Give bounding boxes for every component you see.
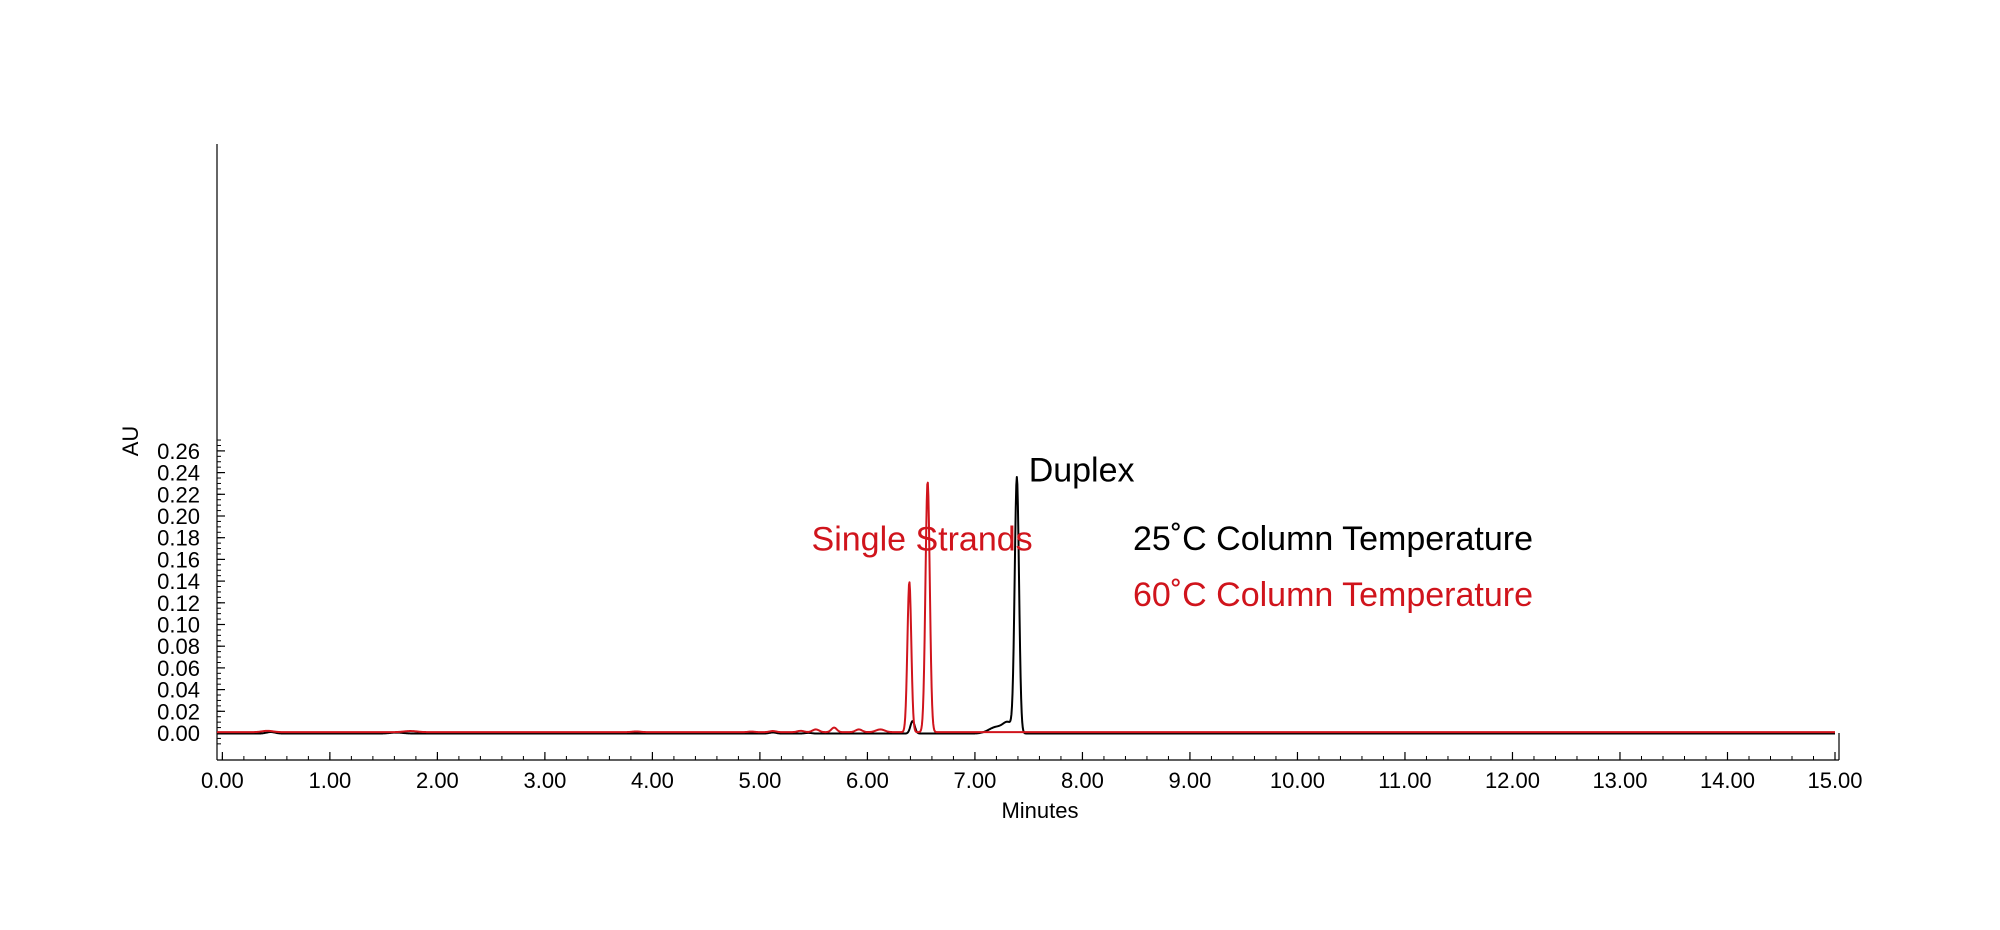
annotations-group: Duplex Single Strands [812, 451, 1135, 558]
y-tick-label: 0.18 [157, 526, 200, 551]
y-tick-label: 0.22 [157, 482, 200, 507]
series-group [216, 475, 1836, 735]
x-tick-label: 7.00 [954, 768, 997, 793]
axes-group: 0.000.020.040.060.080.100.120.140.160.18… [118, 144, 1863, 823]
x-tick-label: 11.00 [1378, 768, 1431, 793]
x-tick-label: 9.00 [1169, 768, 1212, 793]
y-tick-label: 0.06 [157, 656, 200, 681]
x-tick-label: 12.00 [1485, 768, 1540, 793]
series-25c-trace [216, 475, 1836, 735]
x-tick-label: 13.00 [1592, 768, 1647, 793]
legend-entry-60c: 60˚C Column Temperature [1133, 576, 1533, 614]
x-tick-label: 2.00 [416, 768, 459, 793]
x-tick-label: 15.00 [1807, 768, 1862, 793]
x-tick-label: 5.00 [739, 768, 782, 793]
x-tick-label: 8.00 [1061, 768, 1104, 793]
y-tick-label: 0.02 [157, 699, 200, 724]
x-tick-label: 3.00 [523, 768, 566, 793]
y-tick-label: 0.04 [157, 678, 200, 703]
y-tick-label: 0.24 [157, 461, 200, 486]
y-tick-label: 0.00 [157, 721, 200, 746]
x-tick-label: 14.00 [1700, 768, 1755, 793]
duplex-label: Duplex [1029, 451, 1135, 489]
x-tick-label: 0.00 [201, 768, 244, 793]
x-axis-title: Minutes [1001, 798, 1078, 823]
y-tick-label: 0.26 [157, 439, 200, 464]
x-tick-label: 4.00 [631, 768, 674, 793]
y-tick-label: 0.10 [157, 613, 200, 638]
y-axis-title: AU [118, 426, 143, 457]
y-tick-label: 0.20 [157, 504, 200, 529]
single-strands-label: Single Strands [812, 521, 1033, 559]
legend-entry-25c: 25˚C Column Temperature [1133, 520, 1533, 558]
x-tick-label: 1.00 [308, 768, 351, 793]
y-tick-label: 0.12 [157, 591, 200, 616]
y-tick-label: 0.08 [157, 634, 200, 659]
x-tick-label: 10.00 [1270, 768, 1325, 793]
y-tick-label: 0.14 [157, 569, 200, 594]
x-tick-label: 6.00 [846, 768, 889, 793]
y-tick-label: 0.16 [157, 547, 200, 572]
series-60c-trace [216, 481, 1836, 734]
legend-group: 25˚C Column Temperature 60˚C Column Tempe… [1133, 520, 1533, 614]
